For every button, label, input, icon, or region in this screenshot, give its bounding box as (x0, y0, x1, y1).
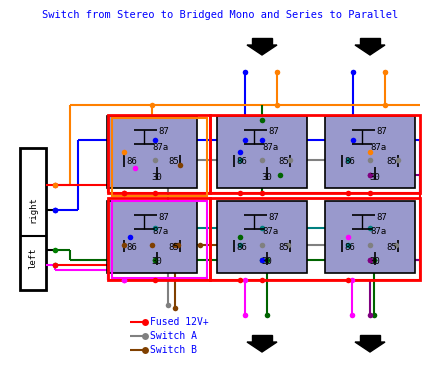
Bar (210, 115, 420, 193)
Text: Fused 12V+: Fused 12V+ (150, 317, 209, 327)
Text: 87a: 87a (262, 227, 278, 236)
Text: 85: 85 (169, 242, 180, 251)
Text: 87: 87 (269, 127, 279, 136)
Polygon shape (355, 342, 385, 352)
Text: 86: 86 (345, 242, 356, 251)
Text: 85: 85 (169, 158, 180, 167)
Text: 30: 30 (262, 173, 272, 181)
Polygon shape (247, 45, 277, 55)
Polygon shape (252, 38, 272, 45)
Text: 85: 85 (279, 242, 290, 251)
Bar (217, 201, 307, 273)
Bar (107, 116, 197, 188)
Text: 87a: 87a (152, 227, 168, 236)
Polygon shape (355, 45, 385, 55)
Text: right: right (29, 196, 37, 224)
Text: 86: 86 (127, 242, 137, 251)
Text: 30: 30 (152, 257, 162, 267)
Text: left: left (29, 247, 37, 269)
Polygon shape (247, 342, 277, 352)
Bar (20, 148, 46, 290)
Text: 86: 86 (237, 242, 247, 251)
Text: 87a: 87a (262, 143, 278, 152)
Text: 30: 30 (262, 257, 272, 267)
Bar (217, 116, 307, 188)
Bar (107, 201, 197, 273)
Text: Switch B: Switch B (150, 345, 197, 355)
Text: 85: 85 (279, 158, 290, 167)
Text: 87a: 87a (370, 143, 386, 152)
Text: 30: 30 (152, 173, 162, 181)
Text: 87a: 87a (370, 227, 386, 236)
Text: 87: 87 (377, 213, 387, 222)
Text: 87: 87 (159, 213, 169, 222)
Bar (112, 118, 207, 196)
Text: 30: 30 (370, 173, 380, 181)
Bar (112, 201, 207, 278)
Text: 85: 85 (387, 158, 397, 167)
Bar (108, 115, 210, 193)
Text: 87: 87 (377, 127, 387, 136)
Polygon shape (252, 335, 272, 342)
Polygon shape (360, 335, 380, 342)
Text: 87: 87 (159, 127, 169, 136)
Text: 86: 86 (127, 158, 137, 167)
Text: 86: 86 (345, 158, 356, 167)
Text: 85: 85 (387, 242, 397, 251)
Bar (108, 198, 210, 280)
Text: 30: 30 (370, 257, 380, 267)
Text: Switch from Stereo to Bridged Mono and Series to Parallel: Switch from Stereo to Bridged Mono and S… (42, 10, 398, 20)
Bar (210, 198, 420, 280)
Text: 87a: 87a (152, 143, 168, 152)
Text: Switch A: Switch A (150, 331, 197, 341)
Text: 86: 86 (237, 158, 247, 167)
Text: 87: 87 (269, 213, 279, 222)
Polygon shape (360, 38, 380, 45)
Bar (325, 116, 415, 188)
Bar (325, 201, 415, 273)
